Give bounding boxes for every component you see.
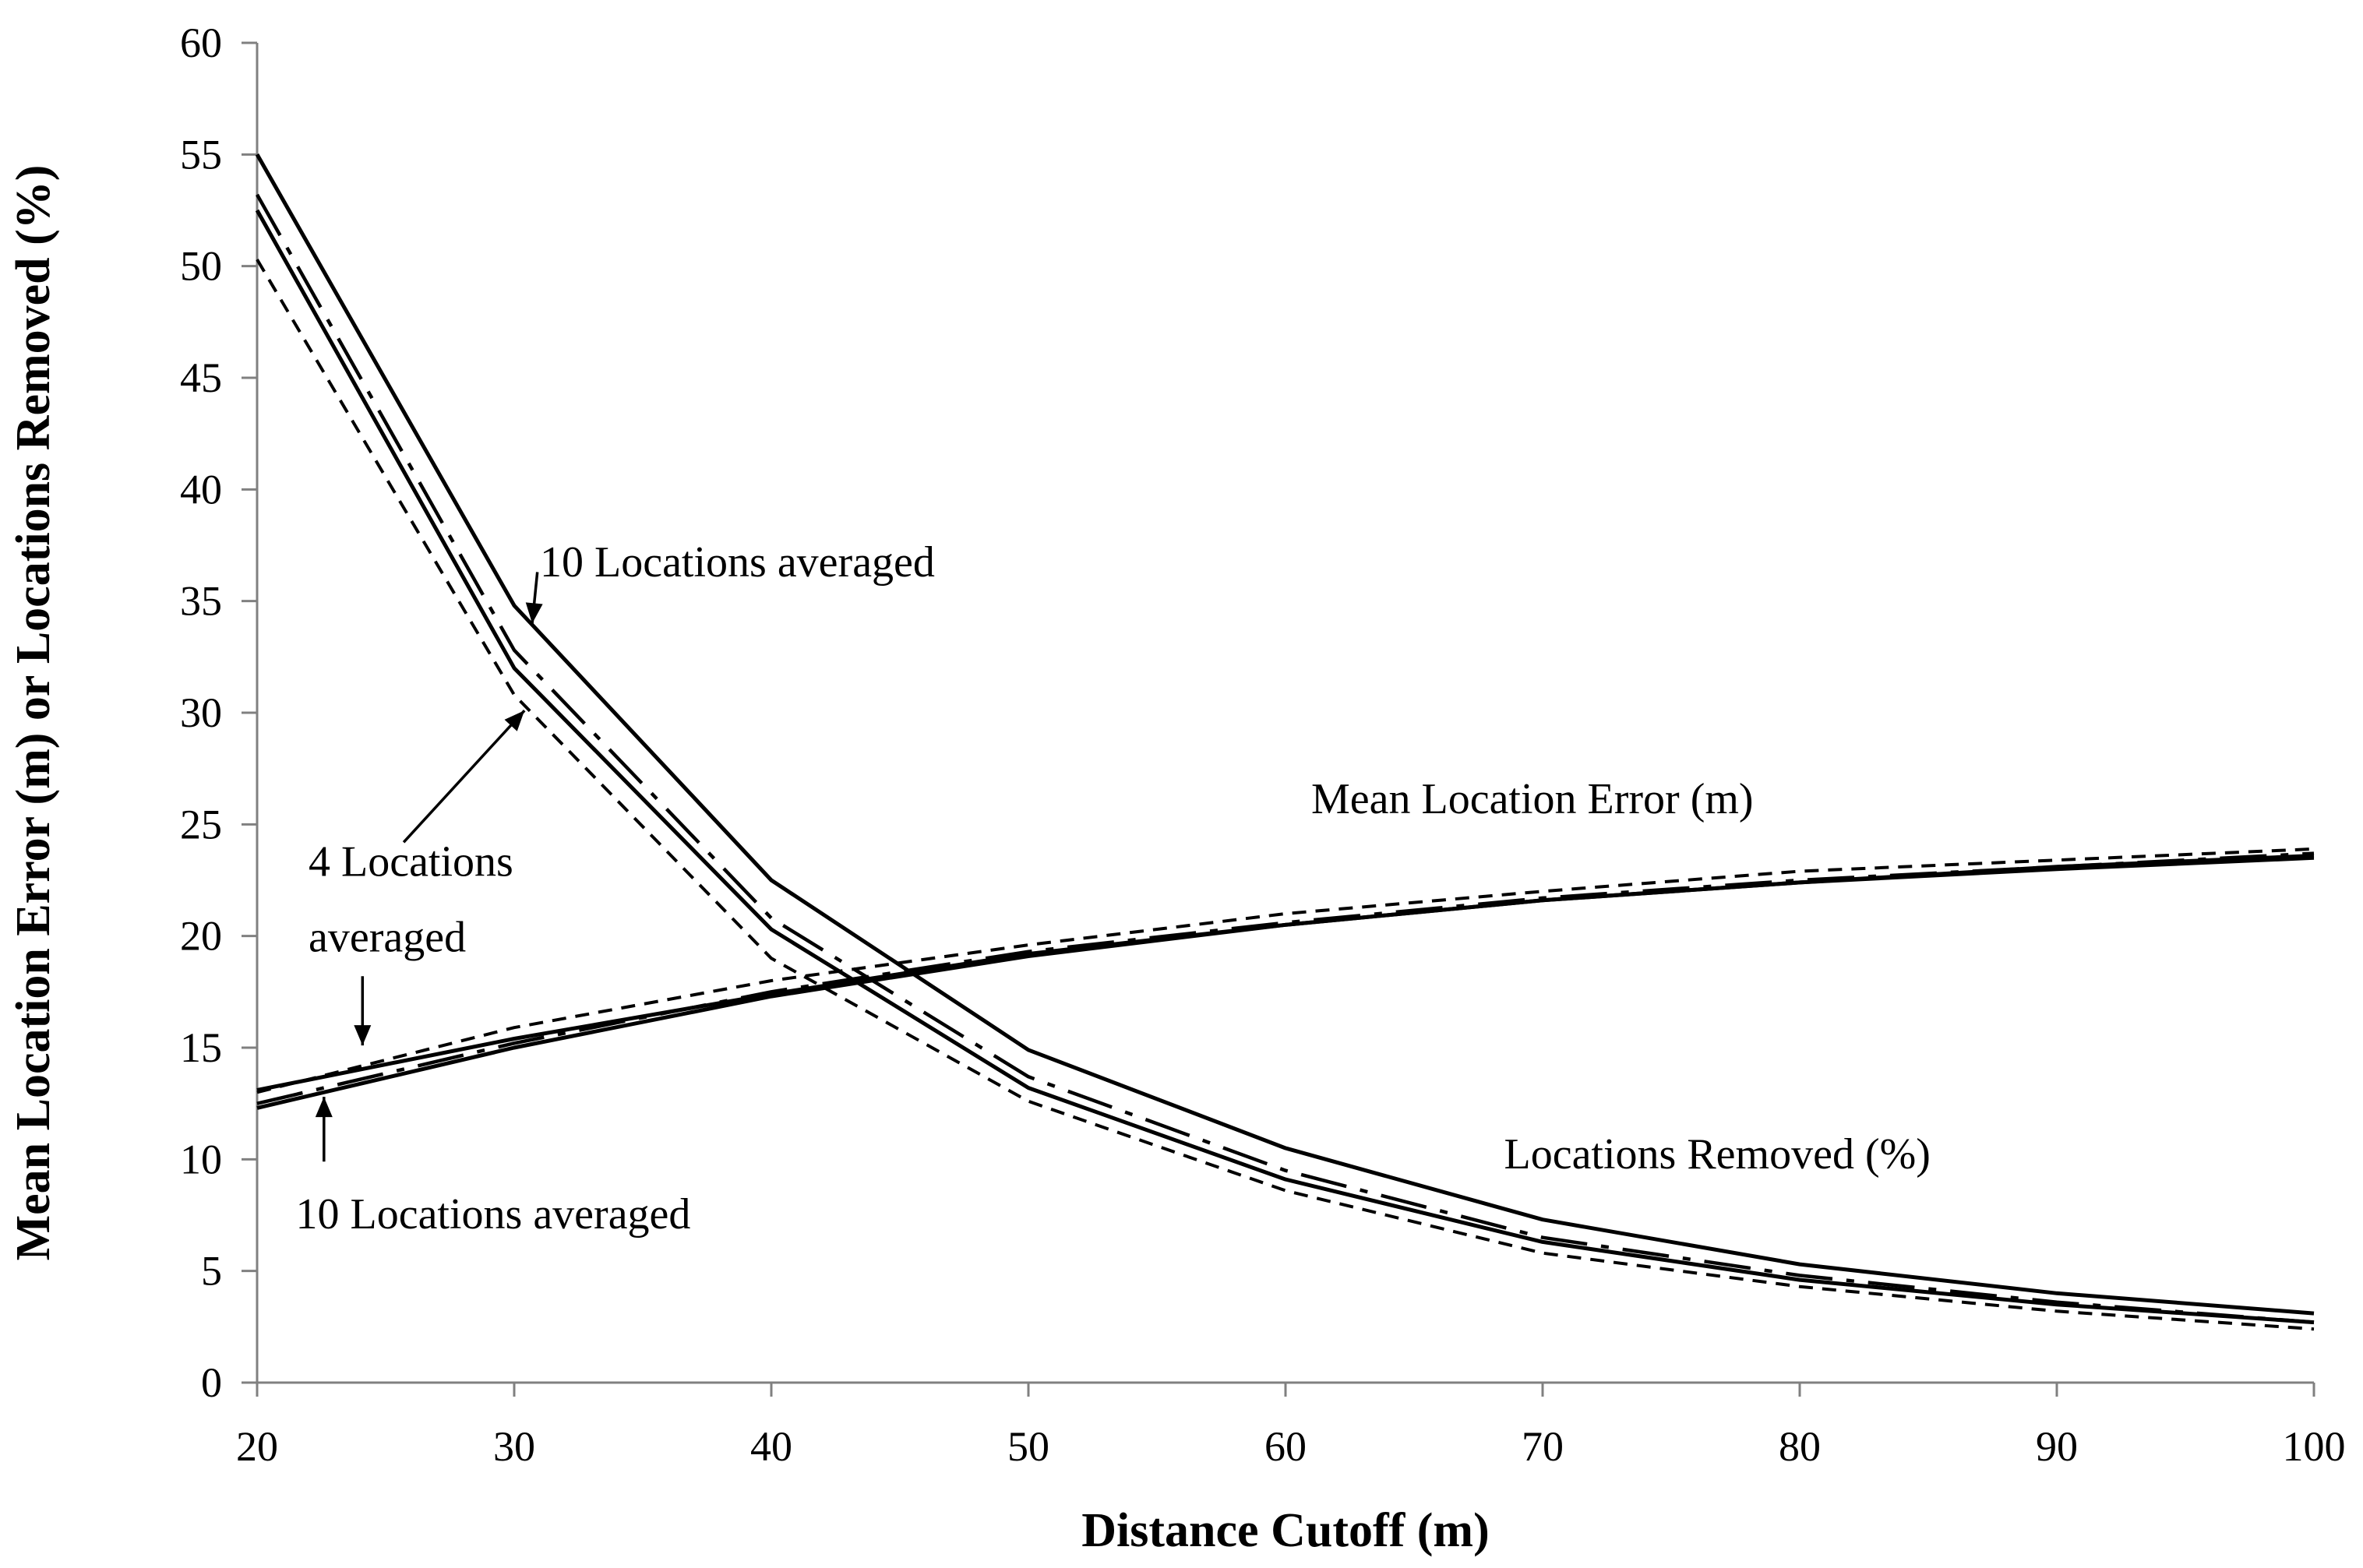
x-tick-label: 50 xyxy=(1007,1423,1049,1470)
series-line-8 xyxy=(256,851,2315,1105)
arrow-4-locations-error xyxy=(354,976,372,1046)
annotations: 10 Locations averaged Mean Location Error… xyxy=(296,538,1931,1239)
series-line-7 xyxy=(256,854,2315,1110)
label-10-locations-removed: 10 Locations averaged xyxy=(540,538,935,587)
series-line-2 xyxy=(256,193,2315,1324)
y-tick-label: 40 xyxy=(180,466,222,513)
y-tick-label: 15 xyxy=(180,1024,222,1071)
label-4-locations-line1: 4 Locations xyxy=(309,837,513,886)
y-tick-label: 60 xyxy=(180,19,222,66)
y-tick-label: 25 xyxy=(180,801,222,847)
series-line-5 xyxy=(256,847,2315,1094)
x-tick-label: 90 xyxy=(2036,1423,2078,1470)
y-tick-label: 45 xyxy=(180,354,222,401)
x-tick-label: 100 xyxy=(2283,1423,2346,1470)
y-axis-title: Mean Location Error (m) or Locations Rem… xyxy=(7,165,60,1261)
y-tick-label: 20 xyxy=(180,913,222,960)
arrow-10-locations-error xyxy=(315,1097,333,1162)
y-tick-label: 0 xyxy=(201,1359,222,1406)
label-mean-location-error: Mean Location Error (m) xyxy=(1311,775,1754,823)
label-10-locations-error: 10 Locations averaged xyxy=(296,1190,691,1239)
x-tick-label: 30 xyxy=(493,1423,535,1470)
x-tick-label: 80 xyxy=(1779,1423,1821,1470)
x-tick-label: 70 xyxy=(1522,1423,1564,1470)
series-line-1 xyxy=(255,153,2315,1316)
series-line-4 xyxy=(256,259,2315,1331)
series-group xyxy=(255,153,2315,1331)
x-axis-title: Distance Cutoff (m) xyxy=(1081,1504,1489,1557)
y-tick-label: 50 xyxy=(180,243,222,290)
y-tick-label: 10 xyxy=(180,1136,222,1182)
series-line-6 xyxy=(256,855,2315,1092)
x-tick-label: 20 xyxy=(236,1423,278,1470)
label-4-locations-line2: averaged xyxy=(309,914,466,962)
x-tick-label: 60 xyxy=(1264,1423,1307,1470)
arrow-10-locations-removed xyxy=(525,572,543,624)
axes xyxy=(256,43,2314,1384)
y-tick-label: 5 xyxy=(201,1248,222,1295)
annotation-arrows xyxy=(315,572,543,1162)
label-locations-removed: Locations Removed (%) xyxy=(1504,1130,1931,1179)
y-tick-label: 35 xyxy=(180,578,222,625)
series-line-3 xyxy=(255,209,2315,1325)
arrow-4-locations-removed xyxy=(402,709,526,844)
x-tick-label: 40 xyxy=(750,1423,792,1470)
ticks: 0 5 10 15 20 25 30 35 40 45 50 55 60 20 30 40 50 60 70 80 90… xyxy=(180,19,2346,1470)
y-tick-label: 55 xyxy=(180,131,222,178)
y-tick-label: 30 xyxy=(180,689,222,736)
